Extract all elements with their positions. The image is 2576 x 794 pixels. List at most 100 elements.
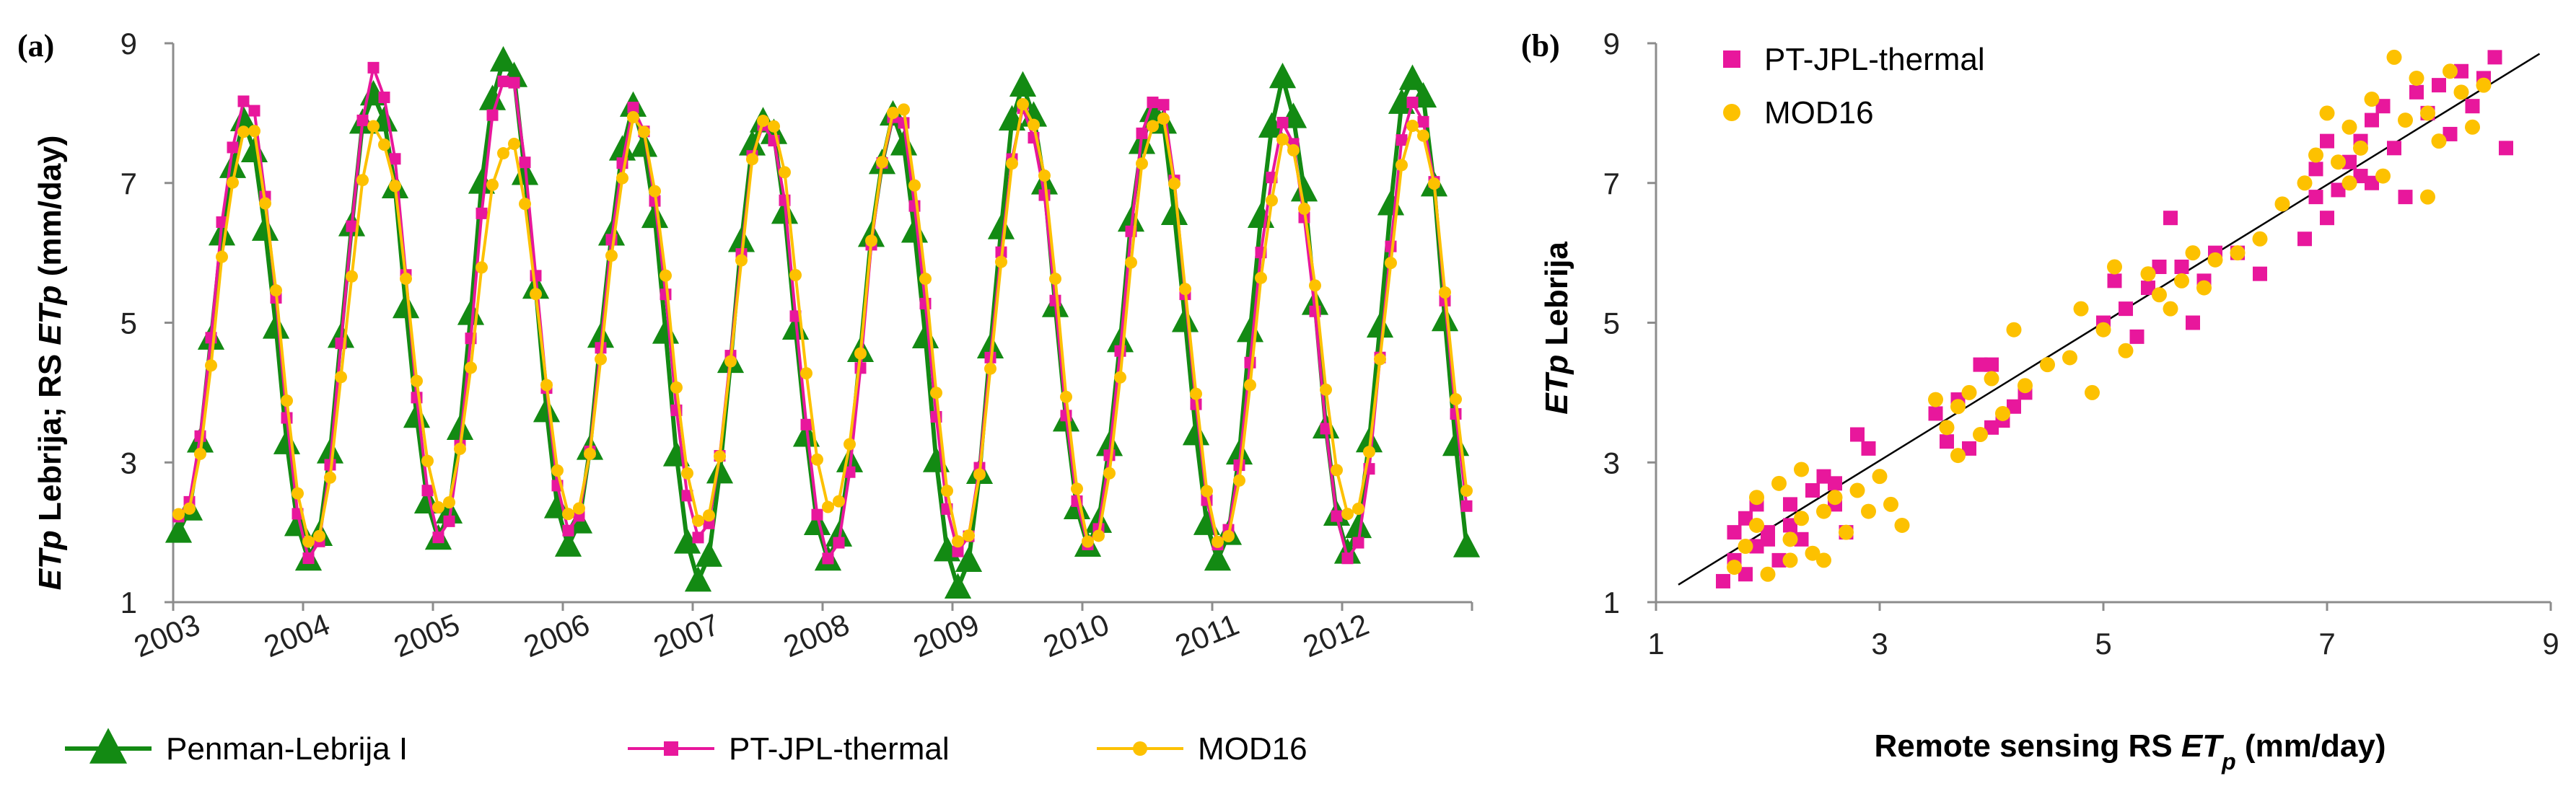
scatter-point [2207, 252, 2223, 268]
data-point [1103, 467, 1116, 480]
data-point [608, 135, 636, 161]
scatter-point [1716, 573, 1730, 588]
scatter-point [2342, 154, 2357, 169]
scatter-point [1749, 539, 1764, 554]
panel-a-x-tick-label: 2012 [1298, 607, 1373, 664]
data-point [400, 273, 412, 286]
data-point [789, 269, 802, 282]
data-point [919, 273, 932, 286]
data-point [1092, 529, 1105, 542]
data-point [1374, 353, 1386, 366]
data-point [630, 131, 658, 157]
scatter-point [1928, 406, 1943, 421]
data-point [803, 509, 831, 536]
scatter-point [2274, 196, 2290, 212]
y-title-part: ETp [32, 530, 68, 590]
scatter-point [1794, 462, 1809, 477]
scatter-point [2499, 141, 2513, 156]
scatter-point [2152, 287, 2167, 303]
scatter-point [1816, 503, 1831, 519]
data-point [595, 353, 607, 366]
scatter-point [2163, 211, 2178, 226]
data-point [1366, 312, 1394, 338]
panel-a-x-tick-label: 2007 [649, 607, 724, 664]
data-point [478, 84, 507, 110]
data-point [1341, 552, 1354, 565]
data-point [911, 322, 939, 349]
data-point [1460, 484, 1473, 497]
scatter-point [2420, 189, 2435, 205]
data-point [486, 178, 499, 191]
scatter-point [1816, 469, 1831, 484]
data-point [378, 138, 390, 151]
scatter-point [1861, 441, 1876, 456]
legend-label: Penman-Lebrija I [166, 731, 408, 767]
data-point [1276, 117, 1289, 129]
data-point [955, 546, 983, 573]
scatter-point [1738, 539, 1753, 554]
scatter-point [1973, 357, 1988, 372]
scatter-point [1749, 490, 1764, 506]
data-point [1377, 190, 1405, 216]
scatter-point [2230, 245, 2246, 261]
panel-a-y-tick-label: 3 [121, 446, 137, 480]
data-point [292, 487, 304, 500]
scatter-point [2107, 273, 2122, 288]
data-point [1428, 177, 1440, 190]
data-point [432, 531, 444, 544]
scatter-point [2453, 84, 2469, 100]
data-point [183, 502, 196, 515]
data-point [356, 114, 369, 126]
legend-marker [1133, 741, 1147, 756]
data-point [706, 458, 734, 484]
data-point [1147, 120, 1159, 133]
data-point [533, 397, 561, 423]
data-point [562, 524, 574, 537]
panel-a-y-axis-title: ETp Lebrija; RS ETp (mm/day) [32, 136, 68, 591]
scatter-point [2454, 63, 2468, 79]
data-point [1182, 420, 1210, 446]
scatter-point [2118, 343, 2134, 358]
scatter-point [2018, 378, 2033, 394]
panel-b-y-axis-title: ETp Lebrija [1539, 242, 1574, 415]
scatter-point [1783, 518, 1797, 533]
panel-a-x-tick-label: 2003 [129, 607, 204, 664]
data-point [237, 125, 250, 138]
legend-marker [89, 728, 128, 764]
scatter-point [1727, 525, 1742, 540]
scatter-series-ptjpl [1716, 50, 2513, 588]
data-point [649, 185, 661, 198]
scatter-point [2140, 266, 2156, 282]
data-point [1125, 256, 1137, 269]
scatter-point [2476, 77, 2492, 93]
scatter-point [2085, 384, 2100, 400]
data-point [216, 250, 228, 263]
scatter-point [2365, 113, 2379, 128]
panel-b-y-tick-label: 5 [1603, 306, 1620, 340]
data-point [944, 573, 972, 599]
data-point [800, 418, 812, 431]
scatter-point [2465, 119, 2480, 135]
data-point [811, 508, 823, 521]
data-point [963, 529, 975, 542]
data-point [273, 428, 301, 454]
scatter-point [2432, 78, 2446, 93]
data-point [1309, 279, 1321, 292]
panel-b-x-tick-label: 5 [2095, 627, 2111, 661]
data-point [1236, 317, 1264, 343]
data-point [1331, 510, 1343, 522]
panel-b-y-tick-label: 3 [1603, 446, 1620, 480]
data-point [1103, 449, 1116, 462]
legend-label: MOD16 [1764, 95, 1874, 131]
scatter-point [2107, 259, 2122, 275]
panel-b-label: (b) [1521, 28, 1560, 63]
data-point [251, 215, 279, 241]
data-point [757, 115, 769, 128]
data-point [194, 447, 206, 460]
data-point [508, 76, 520, 89]
data-point [227, 176, 239, 189]
data-point [684, 566, 712, 592]
data-point [952, 545, 964, 557]
scatter-point [2163, 301, 2178, 317]
x-title-part: p [2221, 749, 2236, 775]
